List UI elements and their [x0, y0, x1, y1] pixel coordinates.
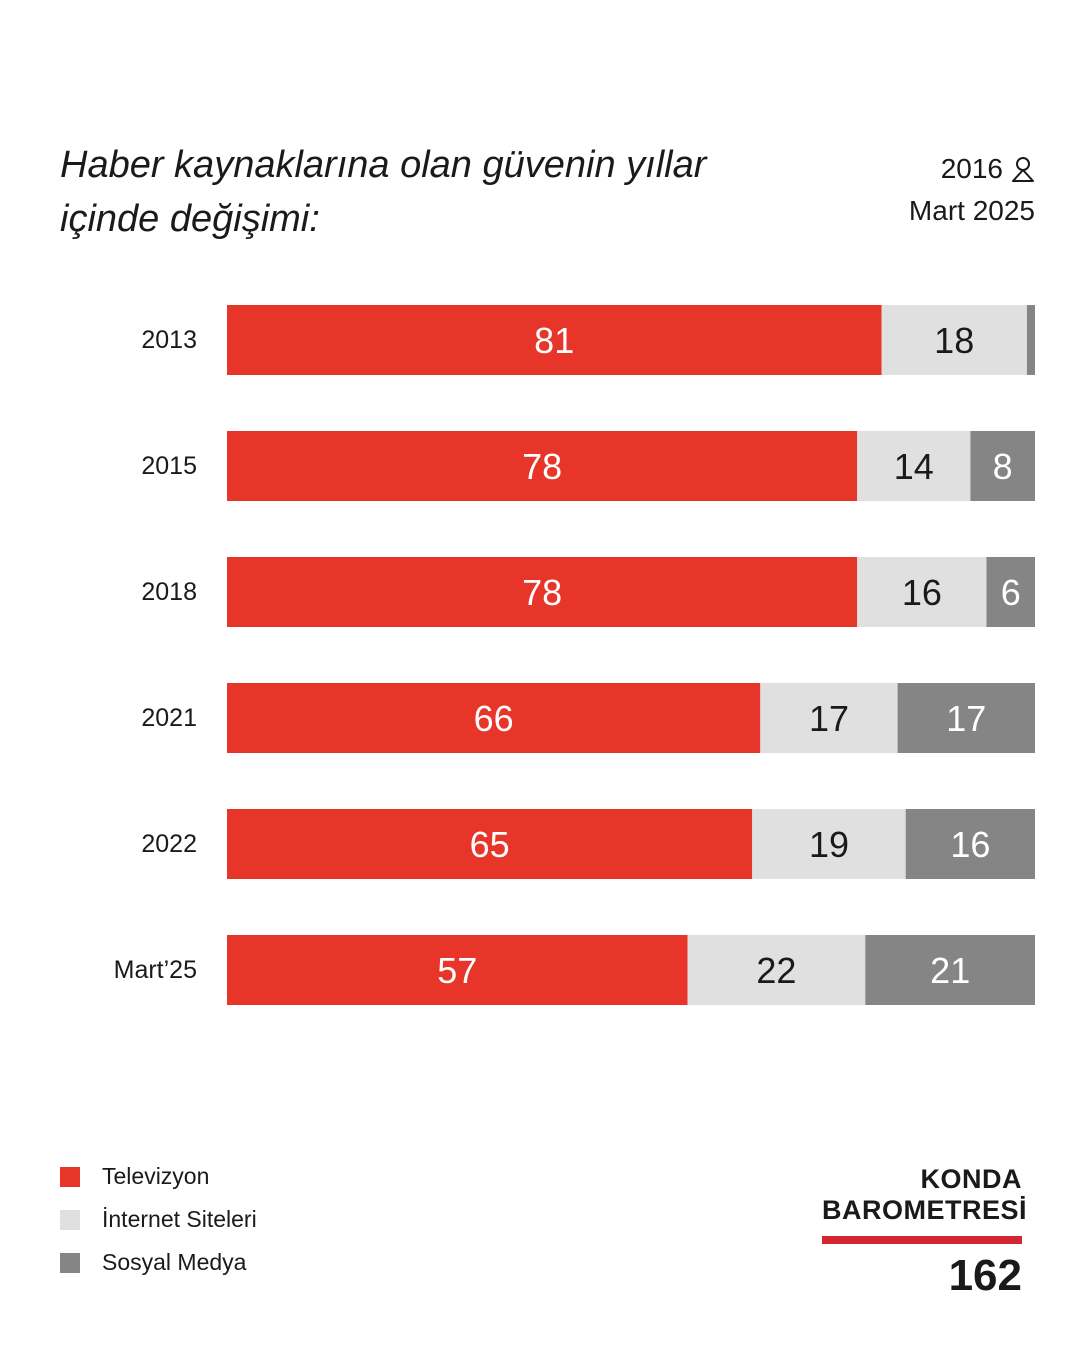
data-label-televizyon: 78 [522, 446, 562, 487]
data-label-sosyal: 8 [993, 446, 1013, 487]
brand-name-line-2: BAROMETRESİ [822, 1195, 1028, 1225]
data-label-televizyon: 57 [437, 950, 477, 991]
chart-title: Haber kaynaklarına olan güvenin yıllar i… [60, 138, 780, 246]
legend-item-sosyal: Sosyal Medya [60, 1241, 257, 1284]
bar-segment-televizyon [227, 683, 761, 753]
bar-segment-sosyal [905, 809, 1035, 879]
bar-segment-televizyon [227, 809, 753, 879]
bar-segment-internet [881, 305, 1027, 375]
data-label-televizyon: 65 [470, 824, 510, 865]
data-label-sosyal: 16 [950, 824, 990, 865]
bar-segment-internet [752, 809, 906, 879]
survey-meta: 2016 Mart 2025 [909, 148, 1035, 232]
bar-segment-sosyal [897, 683, 1035, 753]
chart-title-line-1: Haber kaynaklarına olan güvenin yıllar [60, 144, 707, 186]
year-label: 2022 [141, 830, 197, 858]
bar-segment-internet [857, 431, 971, 501]
stacked-bar-chart: 2013 81 18 2015 78 14 8 2018 78 16 6 2021 66 17 17 2022… [114, 305, 1035, 1005]
bar-segment-sosyal [986, 557, 1035, 627]
bar-segment-internet [760, 683, 898, 753]
bar-segment-televizyon [227, 431, 858, 501]
data-label-televizyon: 66 [474, 698, 514, 739]
sample-size: 2016 [909, 148, 1035, 190]
legend-item-internet: İnternet Siteleri [60, 1198, 257, 1241]
data-label-internet: 16 [902, 572, 942, 613]
bar-segment-televizyon [227, 305, 882, 375]
data-label-sosyal: 21 [930, 950, 970, 991]
legend-swatch-televizyon [60, 1166, 80, 1187]
data-label-sosyal: 6 [1001, 572, 1021, 613]
bar-segment-sosyal [1026, 305, 1035, 375]
data-label-sosyal: 17 [946, 698, 986, 739]
data-label-internet: 17 [809, 698, 849, 739]
year-label: 2018 [141, 578, 197, 606]
bar-segment-televizyon [227, 935, 688, 1005]
legend-item-televizyon: Televizyon [60, 1155, 257, 1198]
year-label: Mart’25 [114, 956, 197, 984]
year-label: 2021 [141, 704, 197, 732]
data-label-internet: 14 [894, 446, 934, 487]
brand-accent-bar [822, 1236, 1022, 1244]
bar-segment-sosyal [970, 431, 1035, 501]
brand-name-line-1: KONDA [920, 1164, 1022, 1194]
bar-segment-sosyal [865, 935, 1035, 1005]
legend-label-internet: İnternet Siteleri [102, 1206, 257, 1232]
data-label-internet: 19 [809, 824, 849, 865]
bar-segment-televizyon [227, 557, 858, 627]
year-label: 2013 [141, 326, 197, 354]
sample-size-value: 2016 [940, 153, 1003, 184]
legend: Televizyon İnternet Siteleri Sosyal Medy… [60, 1155, 257, 1284]
brand-logo: KONDA BAROMETRESİ 162 [822, 1164, 1028, 1300]
data-label-internet: 22 [756, 950, 796, 991]
legend-swatch-internet [60, 1209, 80, 1230]
brand-edition-number: 162 [948, 1251, 1022, 1300]
legend-swatch-sosyal [60, 1252, 80, 1273]
legend-label-televizyon: Televizyon [102, 1163, 210, 1189]
chart-title-line-2: içinde değişimi: [60, 198, 320, 240]
bar-segment-internet [857, 557, 987, 627]
data-label-internet: 18 [934, 320, 974, 361]
person-icon [1012, 157, 1034, 182]
bar-segment-internet [687, 935, 866, 1005]
survey-date: Mart 2025 [908, 195, 1035, 226]
data-label-televizyon: 81 [534, 320, 574, 361]
legend-label-sosyal: Sosyal Medya [102, 1249, 247, 1275]
data-label-televizyon: 78 [522, 572, 562, 613]
year-label: 2015 [141, 452, 197, 480]
